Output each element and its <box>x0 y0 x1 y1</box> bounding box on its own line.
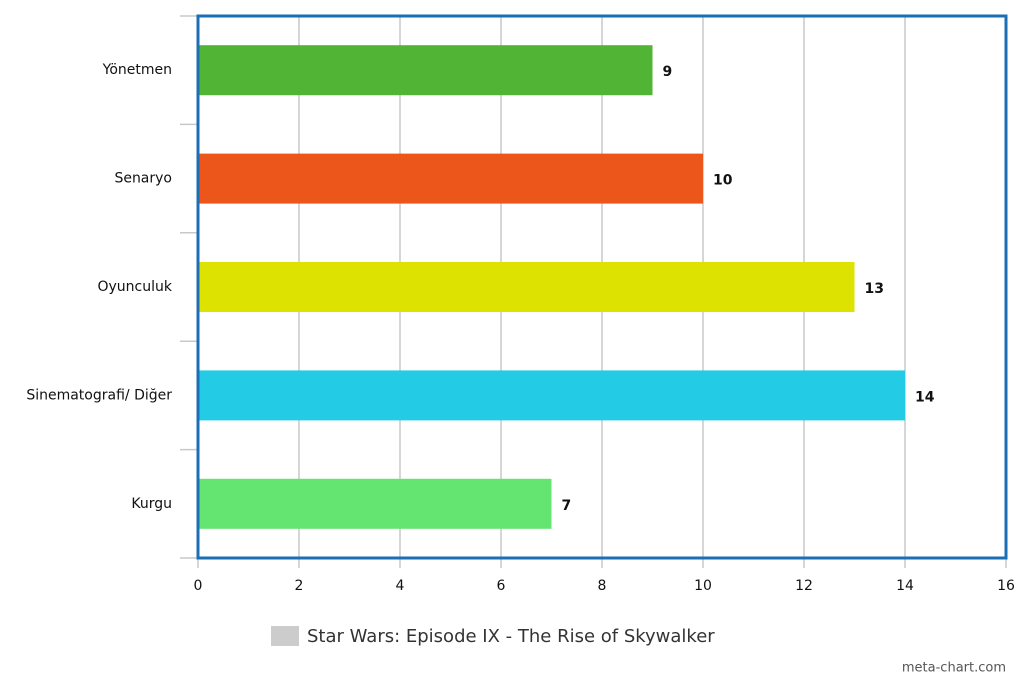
x-tick-label: 14 <box>896 578 914 594</box>
plot-border <box>196 14 1008 560</box>
legend-swatch <box>271 626 299 646</box>
value-label: 10 <box>713 173 733 189</box>
bar <box>198 478 552 529</box>
x-tick-label: 8 <box>598 578 607 594</box>
value-label: 14 <box>915 389 935 405</box>
bar <box>198 45 653 96</box>
y-tick-label: Senaryo <box>114 171 172 187</box>
x-tick-label: 16 <box>997 578 1015 594</box>
y-tick-label: Yönetmen <box>102 62 172 78</box>
value-label: 9 <box>663 64 673 80</box>
x-tick-label: 10 <box>694 578 712 594</box>
y-tick-label: Sinematografi/ Diğer <box>26 387 172 403</box>
x-tick-label: 0 <box>194 578 203 594</box>
value-label: 13 <box>865 281 884 297</box>
bar <box>198 262 855 312</box>
bar <box>198 153 703 204</box>
value-label: 7 <box>562 498 572 514</box>
y-tick-label: Kurgu <box>131 496 172 512</box>
x-tick-label: 4 <box>396 578 405 594</box>
x-tick-label: 6 <box>497 578 506 594</box>
x-tick-label: 12 <box>795 578 813 594</box>
legend-label: Star Wars: Episode IX - The Rise of Skyw… <box>307 626 715 647</box>
bar <box>198 370 905 421</box>
x-tick-label: 2 <box>295 578 304 594</box>
y-tick-label: Oyunculuk <box>98 279 173 295</box>
credit: meta-chart.com <box>902 661 1006 676</box>
